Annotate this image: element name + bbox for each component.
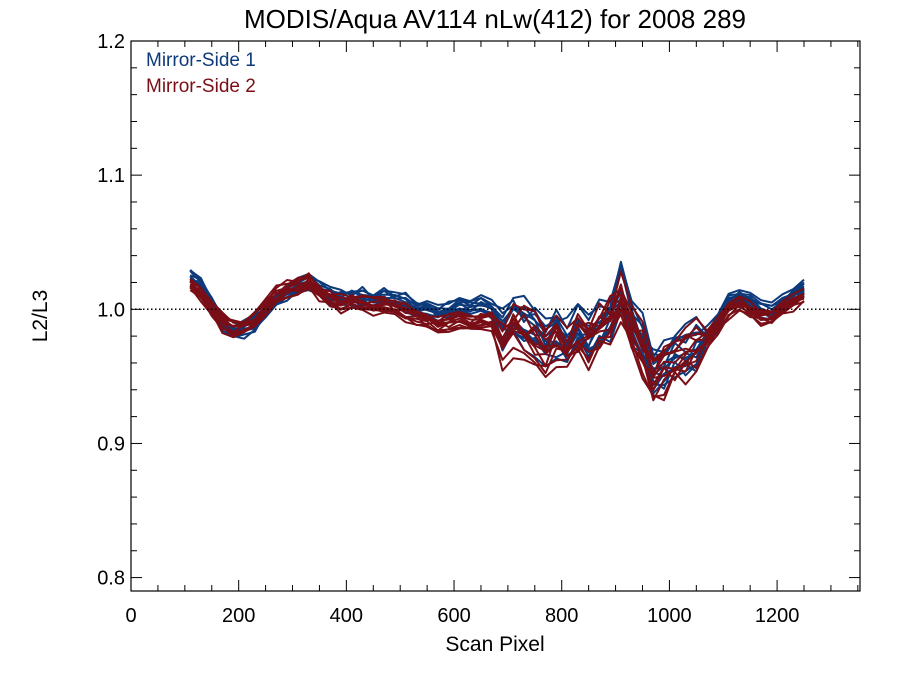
y-tick-label: 0.8 bbox=[97, 568, 125, 590]
plot-area: 0 200 400 600 800 1000 1200 0.8 0.9 1.0 1.1 1.2 bbox=[97, 31, 861, 627]
x-tick-label: 0 bbox=[125, 605, 136, 627]
legend-entry-1: Mirror-Side 1 bbox=[146, 50, 256, 71]
y-axis-label: L2/L3 bbox=[29, 290, 52, 343]
series-line-2-scan-7 bbox=[189, 283, 805, 379]
x-tick-label: 1200 bbox=[755, 605, 800, 627]
y-tick-label: 1.0 bbox=[97, 299, 125, 321]
chart-title: MODIS/Aqua AV114 nLw(412) for 2008 289 bbox=[244, 4, 746, 34]
series-line-2-scan-8 bbox=[189, 277, 805, 361]
series-line-2-scan-12 bbox=[189, 270, 805, 361]
y-tick-label: 1.2 bbox=[97, 31, 125, 53]
x-tick-label: 800 bbox=[545, 605, 578, 627]
x-tick-label: 400 bbox=[330, 605, 363, 627]
x-tick-label: 1000 bbox=[647, 605, 692, 627]
x-tick-label: 600 bbox=[437, 605, 470, 627]
y-tick-label: 0.9 bbox=[97, 433, 125, 455]
series-line-2-scan-1 bbox=[189, 285, 805, 402]
legend-entry-2: Mirror-Side 2 bbox=[146, 76, 256, 97]
x-tick-label: 200 bbox=[222, 605, 255, 627]
series-line-2-scan-2 bbox=[189, 286, 805, 398]
y-tick-label: 1.1 bbox=[97, 165, 125, 187]
plot-frame bbox=[130, 40, 861, 592]
x-axis-label: Scan Pixel bbox=[445, 633, 544, 656]
legend: Mirror-Side 1 Mirror-Side 2 bbox=[146, 50, 256, 97]
series-line-2-scan-9 bbox=[189, 278, 805, 375]
